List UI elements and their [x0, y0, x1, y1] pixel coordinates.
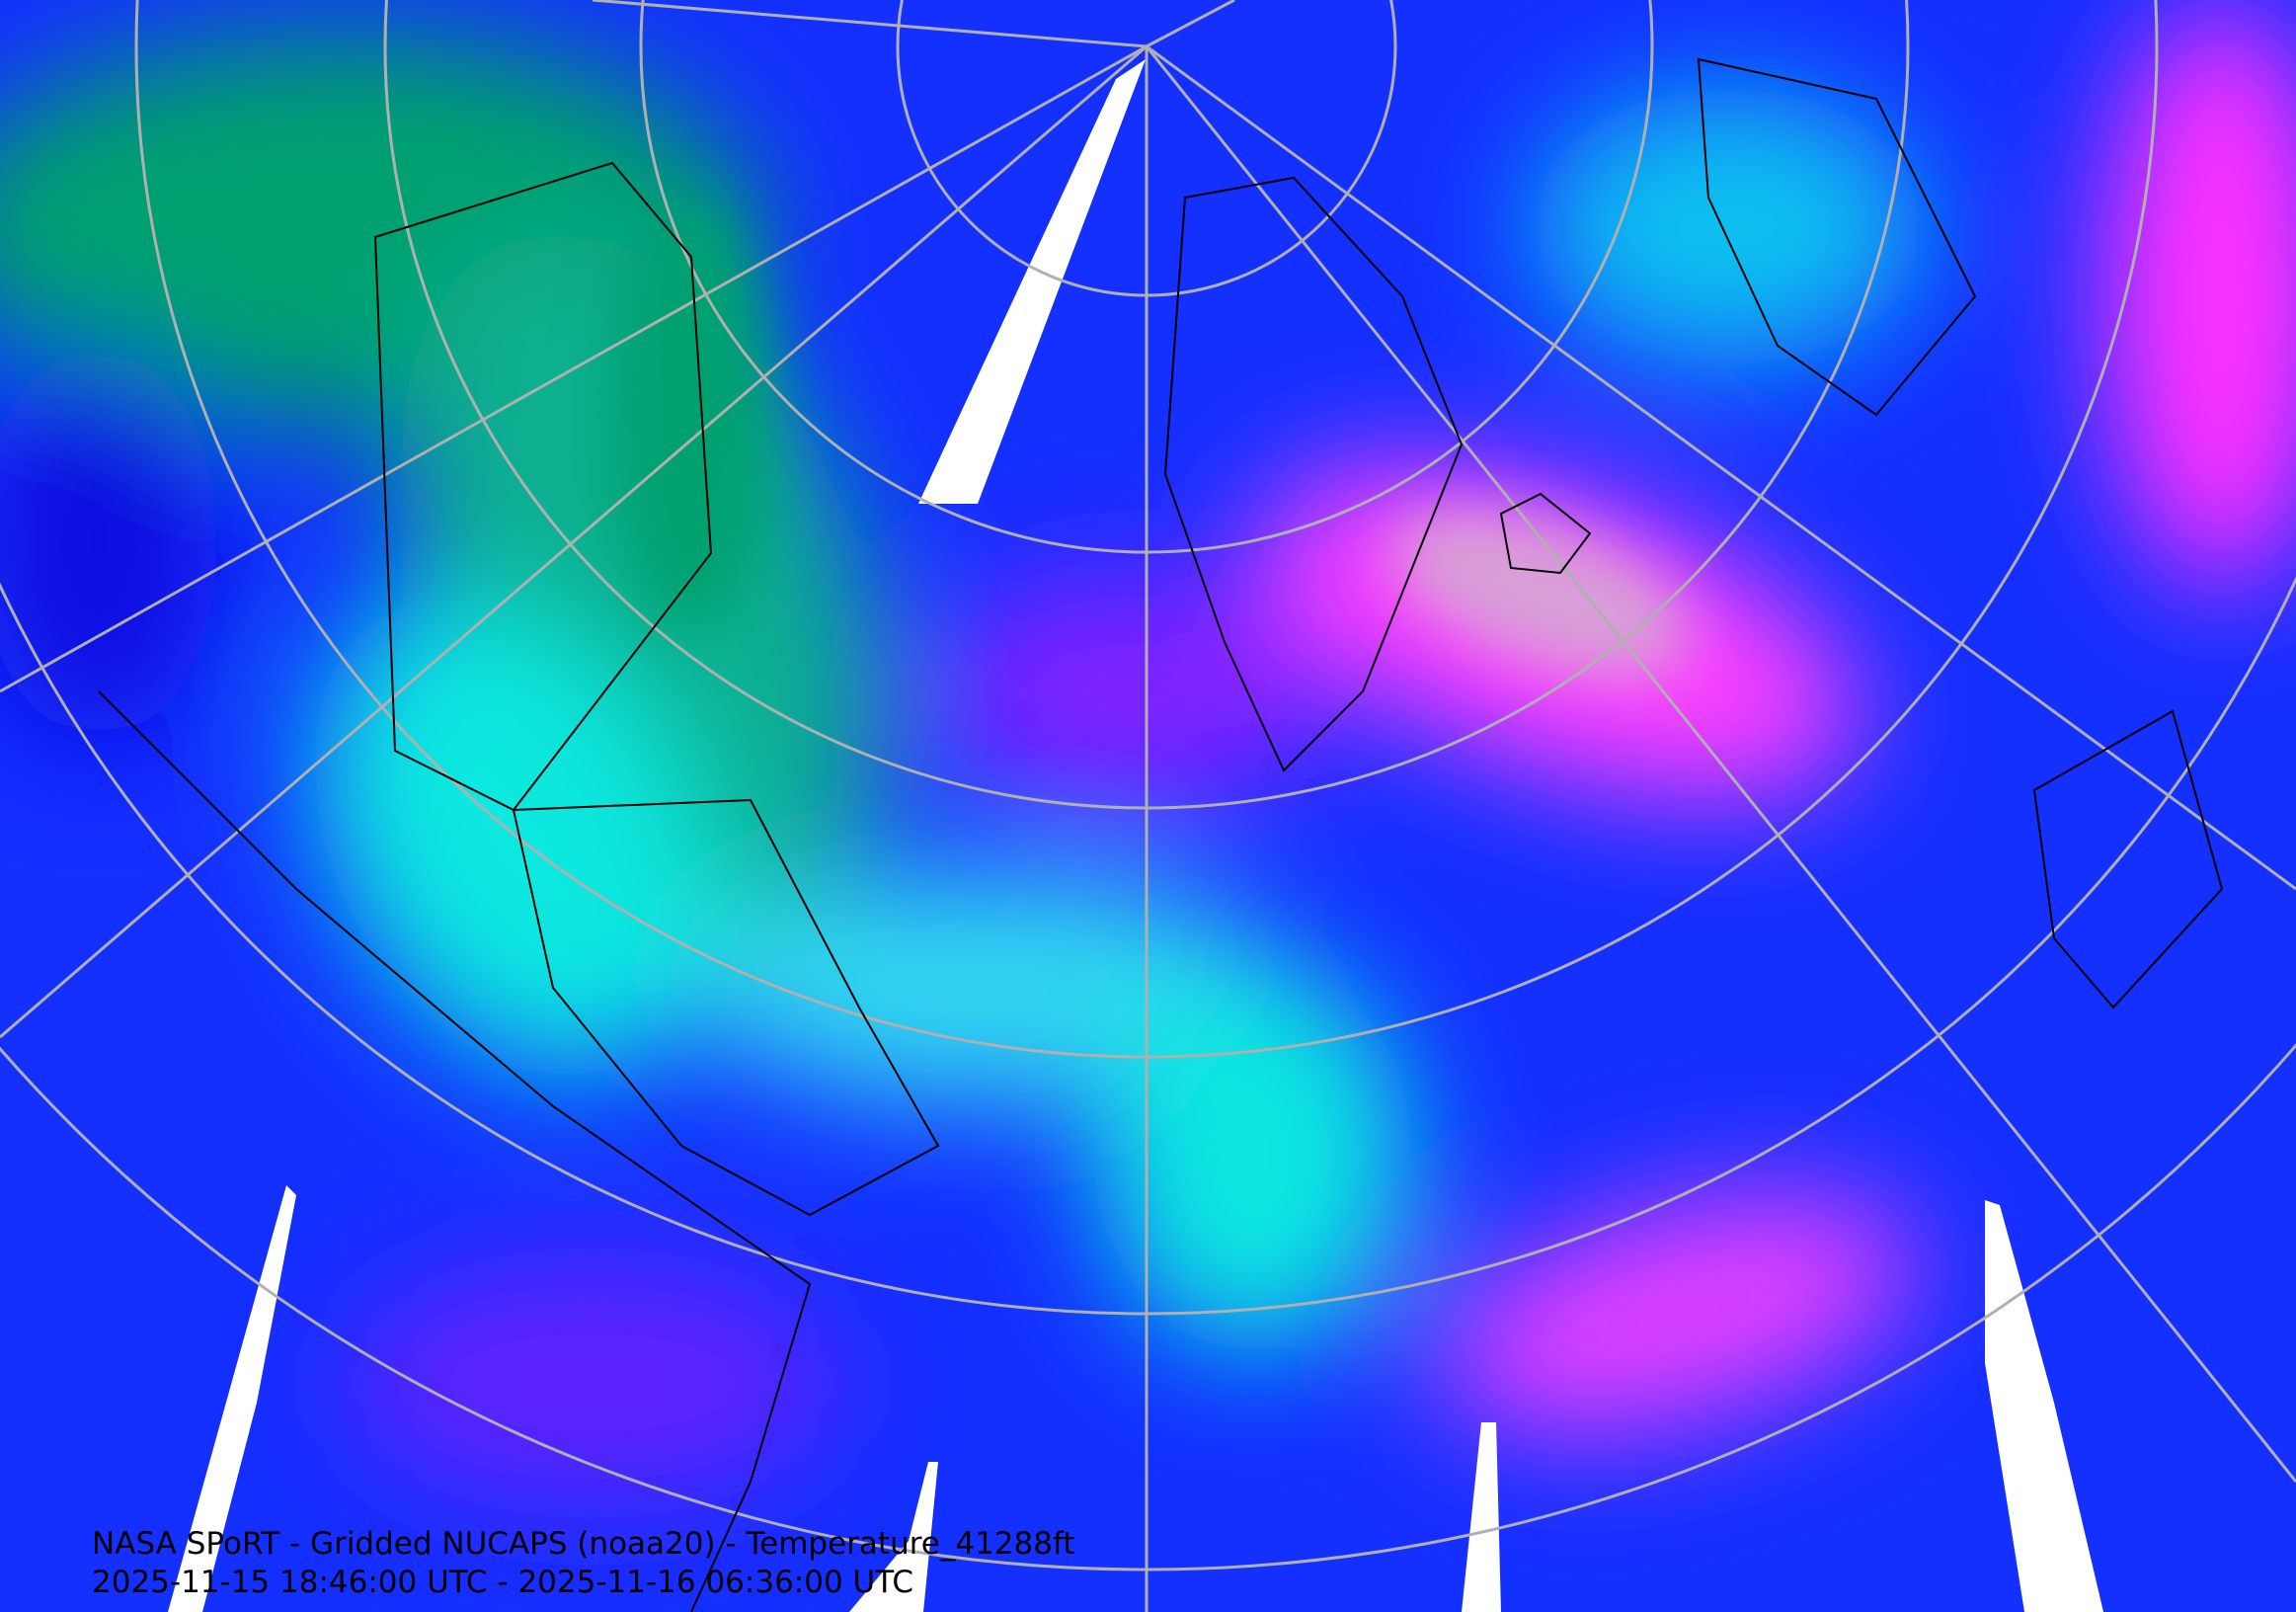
time-range: 2025-11-15 18:46:00 UTC - 2025-11-16 06:… [92, 1565, 913, 1600]
coastlines-and-borders [98, 57, 2224, 1612]
product-title: NASA SPoRT - Gridded NUCAPS (noaa20) - T… [92, 1526, 1075, 1562]
missing-data-swaths [168, 59, 2103, 1612]
